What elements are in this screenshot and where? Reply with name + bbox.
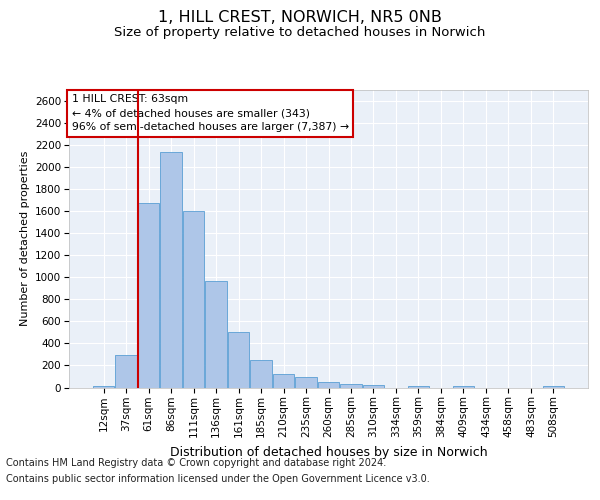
Text: 1, HILL CREST, NORWICH, NR5 0NB: 1, HILL CREST, NORWICH, NR5 0NB [158, 10, 442, 25]
Bar [182, 211, 205, 388]
Bar [92, 386, 115, 388]
Bar [317, 382, 340, 388]
Bar [407, 386, 430, 388]
Text: Contains public sector information licensed under the Open Government Licence v3: Contains public sector information licen… [6, 474, 430, 484]
Bar [205, 280, 227, 388]
Text: Contains HM Land Registry data © Crown copyright and database right 2024.: Contains HM Land Registry data © Crown c… [6, 458, 386, 468]
Bar [115, 355, 137, 388]
Text: 1 HILL CREST: 63sqm
← 4% of detached houses are smaller (343)
96% of semi-detach: 1 HILL CREST: 63sqm ← 4% of detached hou… [71, 94, 349, 132]
Bar [227, 332, 250, 388]
Bar [137, 204, 160, 388]
X-axis label: Distribution of detached houses by size in Norwich: Distribution of detached houses by size … [170, 446, 487, 458]
Bar [542, 386, 565, 388]
Bar [452, 386, 475, 388]
Bar [250, 360, 272, 388]
Text: Size of property relative to detached houses in Norwich: Size of property relative to detached ho… [115, 26, 485, 39]
Bar [160, 152, 182, 388]
Bar [272, 374, 295, 388]
Y-axis label: Number of detached properties: Number of detached properties [20, 151, 29, 326]
Bar [295, 377, 317, 388]
Bar [340, 384, 362, 388]
Bar [362, 385, 385, 388]
